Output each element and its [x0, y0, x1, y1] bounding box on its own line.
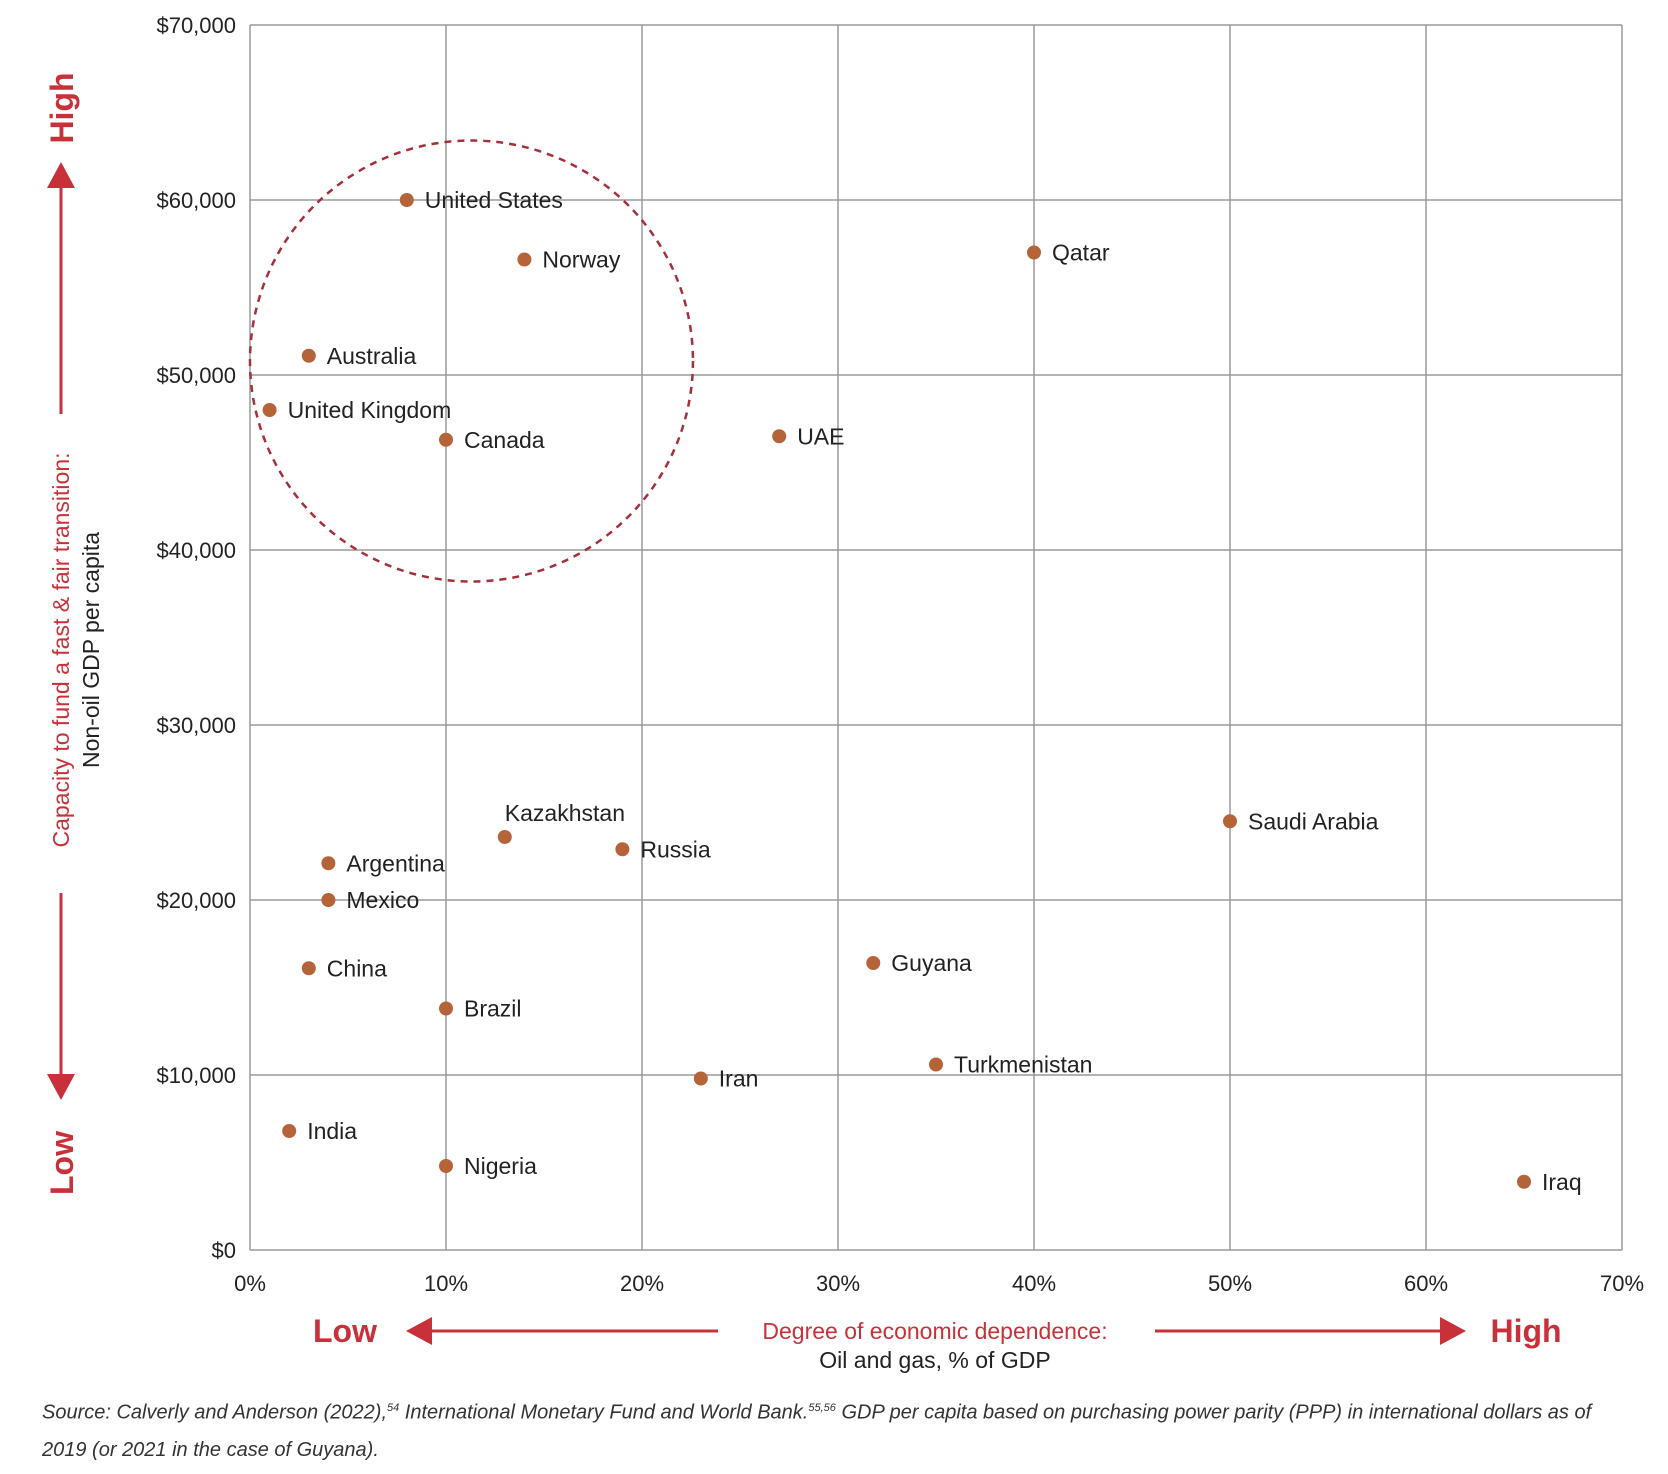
x-tick-label: 70%	[1600, 1271, 1644, 1296]
x-axis-label-line1: Degree of economic dependence:	[762, 1318, 1107, 1344]
point-label: Nigeria	[464, 1153, 537, 1179]
y-tick-label: $50,000	[156, 363, 236, 388]
y-tick-label: $60,000	[156, 188, 236, 213]
y-tick-label: $10,000	[156, 1063, 236, 1088]
point-label: Iran	[719, 1066, 759, 1092]
point-label: UAE	[797, 423, 844, 449]
x-axis-high-label: High	[1490, 1313, 1561, 1349]
point-label: Australia	[327, 343, 417, 369]
data-point	[262, 403, 277, 417]
data-point	[1223, 814, 1237, 829]
source-ref-2: 55,56	[808, 1402, 836, 1414]
y-axis-label-line1: Capacity to fund a fast & fair transitio…	[48, 452, 74, 847]
point-label: China	[327, 955, 387, 981]
y-axis-label-line2: Non-oil GDP per capita	[78, 532, 104, 768]
x-axis-annotation: Low Degree of economic dependence: Oil a…	[313, 1313, 1562, 1373]
data-point	[439, 1001, 453, 1016]
chart-canvas: 0% 10% 20% 30% 40% 50% 60% 70% $0 $10,000 $20,000 $…	[44, 13, 1644, 1373]
y-axis-low-label: Low	[44, 1131, 80, 1195]
y-axis-annotation: High Capacity to fund a fast & fair tran…	[44, 72, 104, 1195]
data-point	[615, 842, 630, 857]
source-note: Source: Calverly and Anderson (2022),54 …	[42, 1390, 1632, 1469]
y-tick-label: $70,000	[156, 13, 236, 38]
point-label: Iraq	[1542, 1169, 1582, 1195]
point-label: Canada	[464, 427, 545, 453]
data-point	[439, 1159, 453, 1173]
x-axis-left-arrow-head	[406, 1317, 432, 1345]
x-tick-label: 30%	[816, 1271, 860, 1296]
data-point	[693, 1071, 708, 1086]
tick-labels: 0% 10% 20% 30% 40% 50% 60% 70% $0 $10,000 $20,000 $…	[156, 13, 1644, 1296]
source-text-3: GDP per capita based on purchasing power…	[42, 1401, 1592, 1461]
y-tick-label: $20,000	[156, 888, 236, 913]
point-label: Saudi Arabia	[1248, 808, 1379, 834]
y-tick-label: $0	[212, 1238, 236, 1263]
data-point	[321, 856, 336, 871]
data-point	[772, 429, 787, 444]
y-tick-label: $40,000	[156, 538, 236, 563]
data-point	[1027, 245, 1041, 260]
source-text-2: International Monetary Fund and World Ba…	[399, 1401, 809, 1424]
x-tick-label: 50%	[1208, 1271, 1252, 1296]
point-label: Turkmenistan	[954, 1052, 1092, 1078]
point-label: Brazil	[464, 996, 522, 1022]
x-axis-right-arrow-head	[1440, 1317, 1466, 1345]
data-point	[282, 1124, 297, 1138]
source-text-1: Source: Calverly and Anderson (2022),	[42, 1401, 387, 1424]
data-point	[301, 348, 316, 363]
y-axis-up-arrow-head	[47, 162, 75, 188]
point-label: United Kingdom	[288, 397, 452, 423]
highlight-circle-layer	[248, 139, 695, 583]
x-tick-label: 20%	[620, 1271, 664, 1296]
data-point	[321, 893, 336, 907]
data-points: United States Norway Qatar Australia United …	[262, 187, 1582, 1195]
data-point	[439, 432, 453, 447]
x-tick-label: 10%	[424, 1271, 468, 1296]
grid-lines	[249, 24, 1623, 1251]
data-point	[1517, 1174, 1531, 1189]
data-point	[866, 956, 881, 970]
x-tick-label: 60%	[1404, 1271, 1448, 1296]
point-label: Argentina	[346, 850, 445, 876]
x-tick-label: 0%	[234, 1271, 266, 1296]
x-tick-label: 40%	[1012, 1271, 1056, 1296]
point-label: Norway	[542, 247, 620, 273]
data-point	[929, 1057, 943, 1072]
y-axis-high-label: High	[44, 72, 80, 143]
point-label: United States	[425, 187, 563, 213]
point-label: Qatar	[1052, 240, 1110, 266]
data-point	[399, 193, 414, 207]
data-point	[517, 252, 532, 267]
point-label: Mexico	[346, 887, 419, 913]
y-tick-label: $30,000	[156, 713, 236, 738]
data-point	[497, 830, 512, 844]
y-axis-down-arrow-head	[47, 1074, 75, 1100]
point-label: Guyana	[891, 950, 972, 976]
x-axis-low-label: Low	[313, 1313, 377, 1349]
highlight-circle	[248, 139, 695, 583]
x-axis-label-line2: Oil and gas, % of GDP	[819, 1347, 1050, 1373]
data-point	[301, 961, 316, 976]
source-ref-1: 54	[387, 1402, 400, 1414]
point-label: India	[307, 1118, 357, 1144]
point-label: Kazakhstan	[505, 800, 625, 826]
point-label: Russia	[640, 836, 711, 862]
